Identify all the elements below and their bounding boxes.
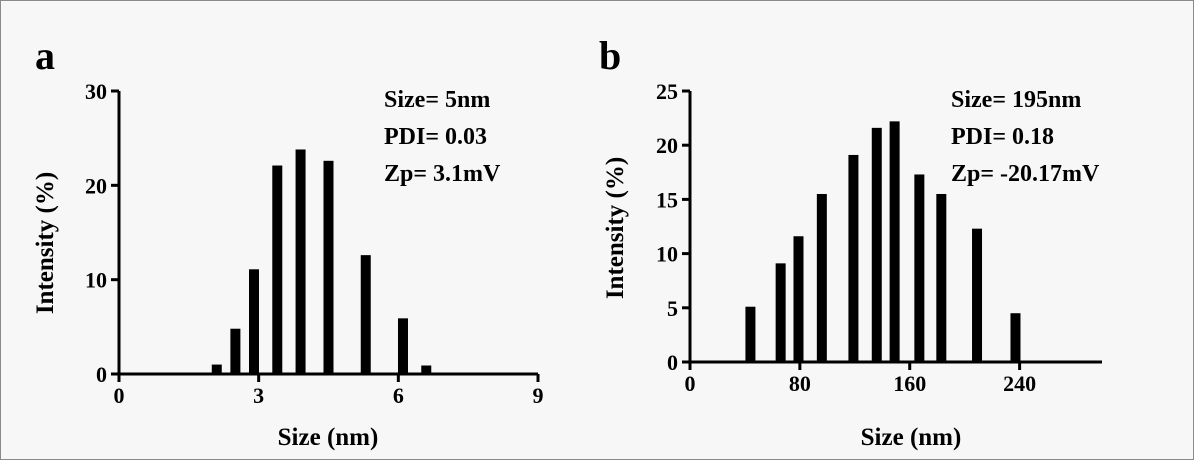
- panel-a-x-tick-label: 3: [253, 383, 264, 408]
- panel-b-y-tick-label: 5: [667, 296, 678, 321]
- panel-a-y-tick-label: 30: [85, 79, 107, 104]
- panel-a-bar: [211, 364, 222, 374]
- panel-b-y-tick-label: 20: [656, 133, 678, 158]
- panel-b-bar: [775, 263, 786, 362]
- panel-b-bar: [914, 174, 925, 362]
- panel-b-annotation: Size= 195nm PDI= 0.18 Zp= -20.17mV: [951, 87, 1100, 187]
- panel-a-bar: [421, 365, 432, 374]
- panel-b-bar: [972, 228, 983, 362]
- panel-a-y-tick-label: 10: [85, 268, 107, 293]
- panel-b-x-tick-label: 0: [685, 371, 696, 396]
- panel-b-bar: [745, 306, 756, 362]
- panel-b-bars: [745, 121, 1021, 363]
- panel-b-y-axis-title: Intensity (%): [602, 157, 629, 299]
- panel-b-y-tick-label: 25: [656, 79, 678, 104]
- panel-b-bar: [1010, 313, 1021, 362]
- panel-b-x-tick-label: 240: [1003, 371, 1036, 396]
- panel-a-x-tick-label: 9: [533, 383, 544, 408]
- panel-b-x-tick-label: 160: [893, 371, 926, 396]
- panel-a-y-tick-label: 20: [85, 173, 107, 198]
- panel-a-label: a: [35, 33, 55, 78]
- panel-b-pdi-annotation: PDI= 0.18: [951, 124, 1054, 150]
- panel-a-x-tick-label: 0: [114, 383, 125, 408]
- panel-b-y-tick-label: 15: [656, 187, 678, 212]
- panel-a-y-tick-label: 0: [96, 362, 107, 387]
- panel-a-bar: [323, 160, 334, 374]
- panel-b-bar: [871, 127, 882, 362]
- panel-b-axes: 0 5 10 15 20 25 0 80 160 240: [656, 79, 1102, 396]
- panel-a-axes: 0 10 20 30 0 3 6 9: [85, 79, 544, 408]
- panel-b-y-tick-label: 10: [656, 242, 678, 267]
- panel-b-zp-annotation: Zp= -20.17mV: [951, 161, 1100, 187]
- panel-a-annotation: Size= 5nm PDI= 0.03 Zp= 3.1mV: [384, 87, 501, 187]
- panel-a-bar: [249, 269, 260, 374]
- panel-a: a Intensity (%) Size (nm) Size= 5nm PDI=…: [32, 33, 544, 451]
- panel-b-bar: [816, 193, 827, 362]
- panel-b-x-tick-label: 80: [789, 371, 811, 396]
- panel-b-x-axis-title: Size (nm): [861, 424, 962, 451]
- panel-a-bars: [211, 149, 432, 374]
- panel-a-x-tick-label: 6: [393, 383, 404, 408]
- panel-a-zp-annotation: Zp= 3.1mV: [384, 161, 501, 187]
- panel-b-size-annotation: Size= 195nm: [951, 87, 1081, 113]
- panel-b: b Intensity (%) Size (nm) Size= 195nm PD…: [599, 33, 1102, 451]
- panel-a-bar: [230, 328, 241, 374]
- panel-a-size-annotation: Size= 5nm: [384, 87, 490, 113]
- panel-b-label: b: [599, 33, 621, 78]
- panel-a-bar: [397, 318, 408, 374]
- panel-a-x-axis-title: Size (nm): [278, 424, 379, 451]
- panel-b-bar: [936, 193, 947, 362]
- panel-a-pdi-annotation: PDI= 0.03: [384, 124, 487, 150]
- panel-b-bar: [793, 236, 804, 362]
- panel-b-y-tick-label: 0: [667, 350, 678, 375]
- panel-b-bar: [848, 154, 859, 362]
- panel-a-bar: [360, 255, 371, 374]
- panel-b-bar: [889, 121, 900, 363]
- panel-a-bar: [272, 165, 283, 374]
- panel-a-y-axis-title: Intensity (%): [32, 172, 59, 314]
- panel-a-bar: [295, 149, 306, 374]
